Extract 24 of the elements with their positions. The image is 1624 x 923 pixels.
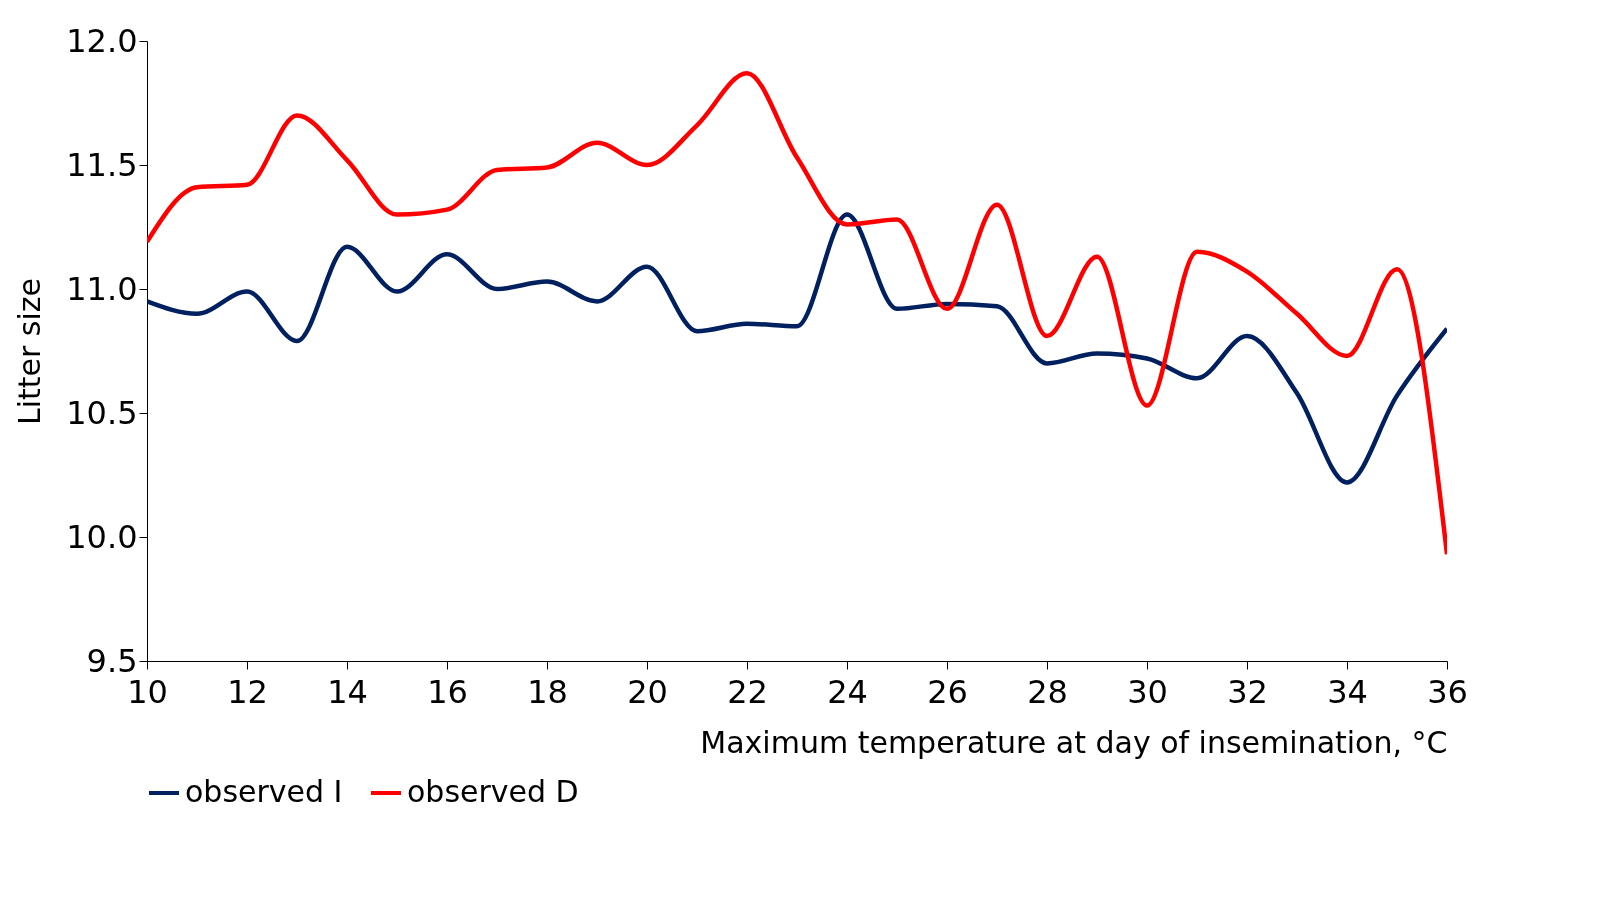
x-tick-label: 30 [1127,672,1168,711]
line-series [147,70,1447,557]
x-tick-label: 28 [1027,672,1068,711]
y-tick-label: 11.5 [66,145,138,184]
x-tick-label: 16 [427,672,468,711]
x-tick-label: 36 [1427,672,1468,711]
x-tick-label: 20 [627,672,668,711]
line-series [147,212,1447,485]
x-tick-label: 32 [1227,672,1268,711]
y-tick-label: 12.0 [66,21,138,60]
y-tick-label: 11.0 [66,269,138,308]
x-tick-label: 22 [727,672,768,711]
legend-label: observed I [185,774,343,809]
x-tick-label: 18 [527,672,568,711]
x-axis-title: Maximum temperature at day of insemination, °C [700,724,1448,760]
x-tick-label: 34 [1327,672,1368,711]
x-tick-label: 14 [327,672,368,711]
x-tick-label: 26 [927,672,968,711]
x-tick-label: 24 [827,672,868,711]
y-tick-label: 10.5 [66,393,138,432]
y-tick-label: 10.0 [66,517,138,556]
x-tick-label: 12 [227,672,268,711]
y-axis-title: Litter size [12,277,48,426]
legend-label: observed D [407,774,579,809]
